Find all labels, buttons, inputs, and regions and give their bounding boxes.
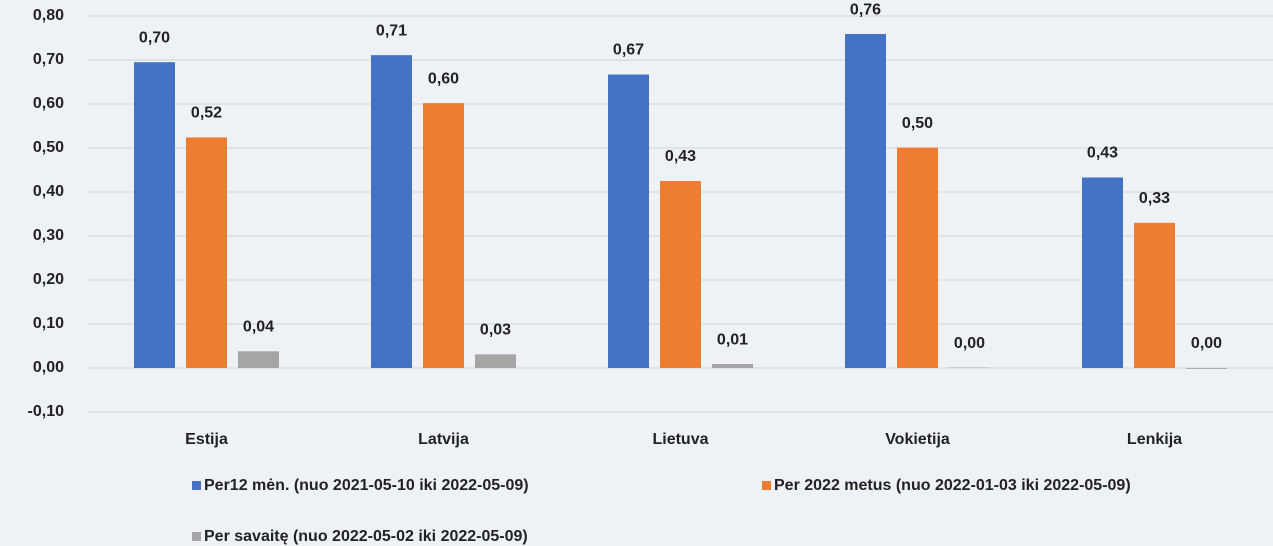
bar — [238, 351, 279, 368]
y-tick-label: 0,30 — [33, 227, 64, 244]
bar — [712, 364, 753, 368]
legend-swatch — [762, 481, 771, 490]
y-tick-label: 0,40 — [33, 183, 64, 200]
value-label: 0,01 — [717, 331, 748, 348]
bar — [1134, 222, 1175, 368]
value-label: 0,43 — [665, 148, 696, 165]
value-label: 0,60 — [428, 70, 459, 87]
x-tick-label: Latvija — [418, 431, 469, 448]
value-label: 0,71 — [376, 22, 407, 39]
y-tick-label: 0,80 — [33, 7, 64, 24]
x-tick-label: Lietuva — [652, 431, 708, 448]
y-tick-label: -0,10 — [28, 403, 65, 420]
x-tick-label: Vokietija — [885, 431, 950, 448]
legend-label: Per12 mėn. (nuo 2021-05-10 iki 2022-05-0… — [204, 477, 529, 494]
y-tick-label: 0,20 — [33, 271, 64, 288]
value-label: 0,33 — [1139, 190, 1170, 207]
y-tick-label: 0,50 — [33, 139, 64, 156]
bar — [186, 137, 227, 368]
value-label: 0,50 — [902, 115, 933, 132]
bar — [845, 34, 886, 368]
bar — [1186, 368, 1227, 369]
y-tick-label: 0,60 — [33, 95, 64, 112]
value-label: 0,04 — [243, 318, 274, 335]
bar — [423, 103, 464, 369]
bar — [475, 354, 516, 368]
bar — [371, 55, 412, 368]
value-label: 0,00 — [954, 335, 985, 352]
legend-swatch — [192, 481, 201, 490]
x-tick-label: Lenkija — [1127, 431, 1182, 448]
x-tick-label: Estija — [185, 431, 228, 448]
y-tick-label: 0,10 — [33, 315, 64, 332]
legend-swatch — [192, 532, 201, 541]
bar — [608, 74, 649, 369]
value-label: 0,00 — [1191, 335, 1222, 352]
y-tick-label: 0,70 — [33, 51, 64, 68]
value-label: 0,70 — [139, 29, 170, 46]
bar — [1082, 177, 1123, 368]
value-label: 0,76 — [850, 1, 881, 18]
y-tick-label: 0,00 — [33, 359, 64, 376]
legend-label: Per 2022 metus (nuo 2022-01-03 iki 2022-… — [774, 477, 1131, 494]
bar — [897, 147, 938, 368]
bar — [660, 181, 701, 368]
value-label: 0,67 — [613, 42, 644, 59]
value-label: 0,03 — [480, 322, 511, 339]
value-label: 0,52 — [191, 105, 222, 122]
bar — [134, 62, 175, 368]
legend-label: Per savaitę (nuo 2022-05-02 iki 2022-05-… — [204, 528, 528, 545]
value-label: 0,43 — [1087, 145, 1118, 162]
